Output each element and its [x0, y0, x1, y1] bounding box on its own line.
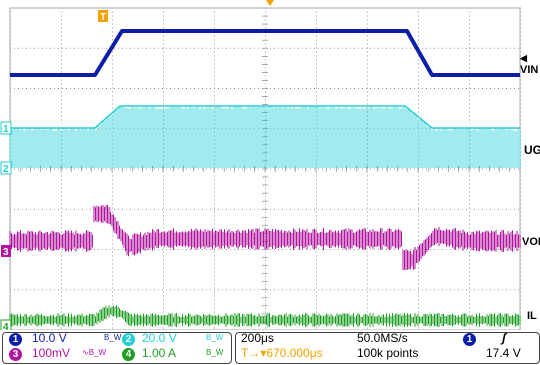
ch2-bandwidth-icon: B_W	[206, 333, 224, 342]
vin-label: ◀ VIN	[520, 52, 540, 76]
vol-trace	[9, 204, 521, 271]
ch1-marker-box	[0, 121, 12, 135]
ch3-badge[interactable]: 3	[9, 348, 22, 361]
ch2-marker-num: 2	[3, 164, 9, 175]
horizontal-settings-panel	[235, 332, 540, 364]
waveform-traces	[9, 29, 521, 327]
ch4-badge[interactable]: 4	[122, 348, 135, 361]
ug-trace	[9, 106, 521, 168]
ch3-marker-num: 3	[3, 247, 9, 258]
vin-trace	[10, 29, 520, 77]
ch3-scale[interactable]: 100mV	[32, 346, 71, 360]
trigger-position-text: T	[100, 12, 106, 23]
ch1-badge[interactable]: 1	[9, 333, 22, 346]
ch4-marker-num: 4	[3, 322, 9, 333]
il-label: IL	[527, 310, 537, 322]
trigger-source-badge[interactable]: 1	[463, 333, 476, 346]
ch2-badge[interactable]: 2	[122, 333, 135, 346]
ch1-bandwidth-icon: B_W	[104, 333, 122, 342]
ch1-marker-num: 1	[3, 124, 9, 135]
ch3-bandwidth-icon: ∿B_W	[82, 348, 107, 357]
ch1-scale[interactable]: 10.0 V	[32, 331, 67, 345]
sample-rate-readout: 50.0MS/s	[357, 331, 408, 345]
trigger-delay-readout[interactable]: T→▾670.000μs	[241, 346, 323, 360]
vertical-settings-panel	[2, 332, 232, 364]
ch3-marker-box	[1, 245, 11, 257]
vol-label: VOL	[522, 236, 540, 248]
ch2-scale[interactable]: 20.0 V	[142, 331, 177, 345]
status-bar: 1 10.0 V B_W 2 20.0 V B_W 3 100mV ∿B_W 4…	[0, 330, 540, 365]
vin-label-text: VIN	[520, 64, 539, 76]
trigger-slope-icon[interactable]: ʃ	[502, 331, 506, 345]
ch2-marker-box	[0, 161, 12, 175]
trigger-point-icon	[266, 0, 274, 6]
vin-arrow-icon: ◀	[520, 53, 527, 63]
timebase-readout[interactable]: 200μs	[241, 331, 274, 345]
ch4-scale[interactable]: 1.00 A	[142, 346, 177, 360]
trigger-position-marker	[98, 10, 108, 22]
record-length-readout: 100k points	[357, 346, 419, 360]
ug-label: UG	[524, 143, 540, 157]
trigger-level-readout[interactable]: 17.4 V	[486, 346, 521, 360]
ug-envelope	[10, 105, 520, 129]
ch4-bandwidth-icon: B_W	[206, 348, 224, 357]
